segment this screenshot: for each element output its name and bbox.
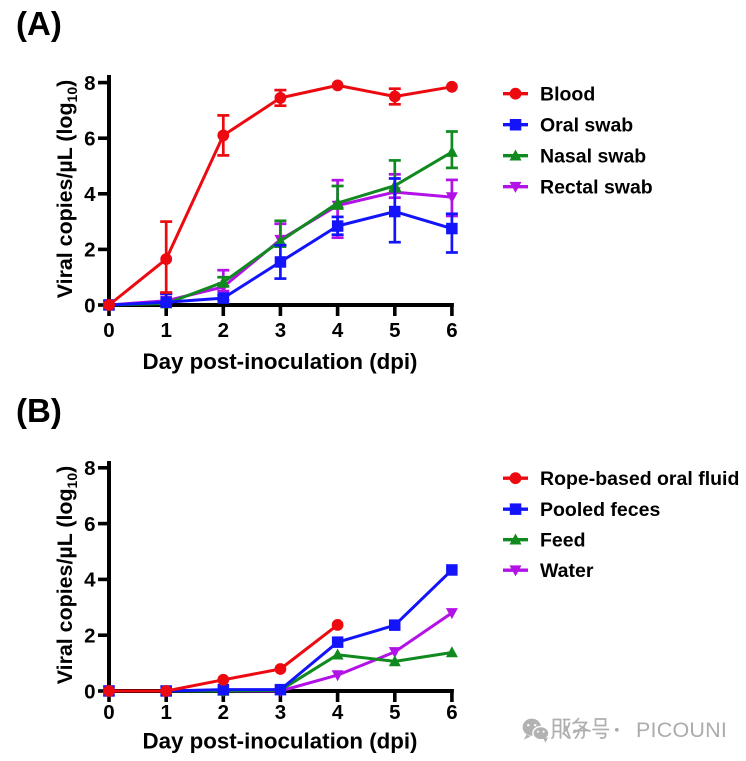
svg-text:Oral swab: Oral swab (540, 115, 633, 137)
svg-text:Day post-inoculation (dpi): Day post-inoculation (dpi) (143, 729, 418, 754)
svg-text:8: 8 (84, 72, 95, 95)
svg-text:Feed: Feed (540, 530, 586, 552)
svg-text:3: 3 (275, 701, 286, 724)
svg-text:(A): (A) (16, 5, 62, 42)
svg-text:Blood: Blood (540, 84, 595, 106)
svg-text:6: 6 (84, 513, 95, 536)
svg-text:(B): (B) (16, 392, 62, 429)
svg-text:4: 4 (332, 319, 344, 342)
svg-text:0: 0 (103, 319, 114, 342)
svg-text:2: 2 (84, 625, 95, 648)
svg-text:1: 1 (160, 701, 171, 724)
svg-text:PICOUNI: PICOUNI (636, 718, 727, 742)
svg-text:2: 2 (84, 239, 95, 262)
svg-text:6: 6 (446, 701, 457, 724)
svg-text:0: 0 (84, 294, 95, 317)
svg-text:Viral copies/µL (log10): Viral copies/µL (log10) (53, 80, 80, 299)
svg-text:2: 2 (218, 701, 229, 724)
svg-text:0: 0 (84, 680, 95, 703)
svg-text:Pooled feces: Pooled feces (540, 499, 660, 521)
svg-text:2: 2 (218, 319, 229, 342)
svg-text:0: 0 (103, 701, 114, 724)
svg-text:1: 1 (160, 319, 171, 342)
svg-text:4: 4 (84, 569, 96, 592)
svg-text:6: 6 (446, 319, 457, 342)
svg-text:5: 5 (389, 701, 400, 724)
svg-text:6: 6 (84, 128, 95, 151)
svg-text:4: 4 (332, 701, 344, 724)
svg-text:8: 8 (84, 457, 95, 480)
svg-text:Nasal swab: Nasal swab (540, 146, 646, 168)
svg-text:3: 3 (275, 319, 286, 342)
svg-text:Water: Water (540, 560, 594, 582)
svg-text:5: 5 (389, 319, 400, 342)
svg-text:4: 4 (84, 183, 96, 206)
svg-text:Rectal swab: Rectal swab (540, 177, 653, 199)
svg-text:Viral copies/µL (log10): Viral copies/µL (log10) (53, 466, 80, 685)
svg-text:Day post-inoculation (dpi): Day post-inoculation (dpi) (143, 349, 418, 374)
svg-text:Rope-based oral fluid: Rope-based oral fluid (540, 468, 739, 490)
